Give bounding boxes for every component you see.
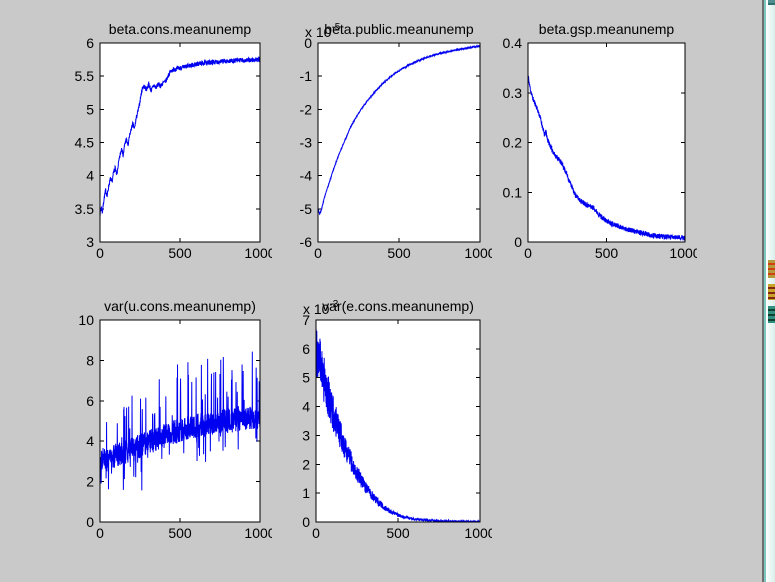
y-tick-label: 2 [302,456,310,472]
y-tick-label: 4 [86,168,94,184]
x-tick-label: 0 [96,245,104,261]
x-tick-label: 0 [314,245,322,261]
y-tick-label: 10 [78,312,94,328]
axes-box [315,319,481,523]
trace-line [318,44,480,216]
plot-canvas: 0 500 1000 0 2 4 6 8 10 var(u.cons.meanunemp) [78,298,272,541]
y-tick-label: 6 [86,393,94,409]
subplot-title: beta.cons.meanunemp [109,21,252,37]
axes-box [317,42,481,243]
axes-box [99,42,261,243]
desktop-icon-fragment-3[interactable] [768,306,775,323]
x-tick-label: 500 [595,245,619,261]
subplot-var-u-cons-meanunemp: 0 500 1000 0 2 4 6 8 10 var(u.cons.meanunemp) [55,291,272,547]
subplot-title: beta.gsp.meanunemp [539,21,675,37]
y-tick-label: -1 [300,68,313,84]
y-tick-label: 4 [86,433,94,449]
trace-line [100,351,260,491]
y-tick-label: 6 [86,35,94,51]
x-tick-label: 1000 [244,525,272,541]
plot-canvas: 0 500 1000 0 1 2 3 4 5 6 7 var(e.cons.meanunemp)x 1… [302,298,492,541]
axis-exponent-label: x 10-3 [303,299,339,317]
desktop-strip [766,0,775,582]
x-tick-label: 500 [168,525,192,541]
y-tick-label: 0.4 [503,35,523,51]
y-tick-label: 0 [304,35,312,51]
subplot-title: beta.public.meanunemp [324,21,474,37]
y-tick-label: 4 [302,399,310,415]
axis-exponent-label: x 10-5 [305,22,341,40]
subplot-var-e-cons-meanunemp: 0 500 1000 0 1 2 3 4 5 6 7 var(e.cons.meanunemp) x 1… [271,291,492,547]
y-tick-label: 5 [302,370,310,386]
trace-line [100,55,260,217]
y-tick-label: 0 [86,514,94,530]
y-tick-label: -2 [300,101,313,117]
y-tick-label: 7 [302,312,310,328]
window-edge-highlight [764,0,766,582]
subplot-title: var(u.cons.meanunemp) [104,298,256,314]
y-tick-label: 5 [86,101,94,117]
plot-canvas: 0 500 1000 3 3.5 4 4.5 5 5.5 6 beta.cons.meanunemp [75,21,272,261]
subplot-beta-gsp-meanunemp: 0 500 1000 0 0.1 0.2 0.3 0.4 beta.gsp.meanunemp [483,14,697,267]
trace-line [528,75,685,241]
y-tick-label: -3 [300,135,313,151]
y-tick-label: 5.5 [75,68,95,84]
subplot-beta-cons-meanunemp: 0 500 1000 3 3.5 4 4.5 5 5.5 6 beta.cons.meanunemp [55,14,272,267]
plot-canvas: 0 500 1000 0 0.1 0.2 0.3 0.4 beta.gsp.meanunemp [503,21,697,261]
x-tick-label: 1000 [244,245,272,261]
y-tick-label: 3.5 [75,201,95,217]
x-tick-label: 0 [96,525,104,541]
x-tick-label: 1000 [669,245,697,261]
background-window-edge [762,0,775,582]
y-tick-label: 0.1 [503,184,523,200]
y-tick-label: 2 [86,474,94,490]
y-tick-label: 3 [302,427,310,443]
desktop-icon-fragment-1[interactable] [768,260,775,278]
y-tick-label: 6 [302,341,310,357]
y-tick-label: 4.5 [75,135,95,151]
x-tick-label: 1000 [464,245,492,261]
x-tick-label: 500 [386,525,410,541]
y-tick-label: -5 [300,201,313,217]
subplot-title: var(e.cons.meanunemp) [322,298,474,314]
y-tick-label: 8 [86,352,94,368]
y-tick-label: 1 [302,485,310,501]
x-tick-label: 0 [524,245,532,261]
x-tick-label: 1000 [464,525,492,541]
plot-canvas: 0 500 1000 -6 -5 -4 -3 -2 -1 0 beta.public.meanune… [300,21,492,261]
window-corner-fragment [768,0,775,5]
x-tick-label: 500 [387,245,411,261]
x-tick-label: 0 [312,525,320,541]
y-tick-label: 0 [302,514,310,530]
trace-line [316,329,480,522]
y-tick-label: -4 [300,168,313,184]
window-border-line [762,0,764,582]
subplot-beta-public-meanunemp: 0 500 1000 -6 -5 -4 -3 -2 -1 0 beta.public.meanune… [273,14,492,267]
y-tick-label: -6 [300,234,313,250]
y-tick-label: 0.2 [503,135,523,151]
y-tick-label: 0 [514,234,522,250]
x-tick-label: 500 [168,245,192,261]
axes-box [527,42,686,243]
desktop-icon-fragment-2[interactable] [768,284,775,300]
y-tick-label: 0.3 [503,85,523,101]
y-tick-label: 3 [86,234,94,250]
